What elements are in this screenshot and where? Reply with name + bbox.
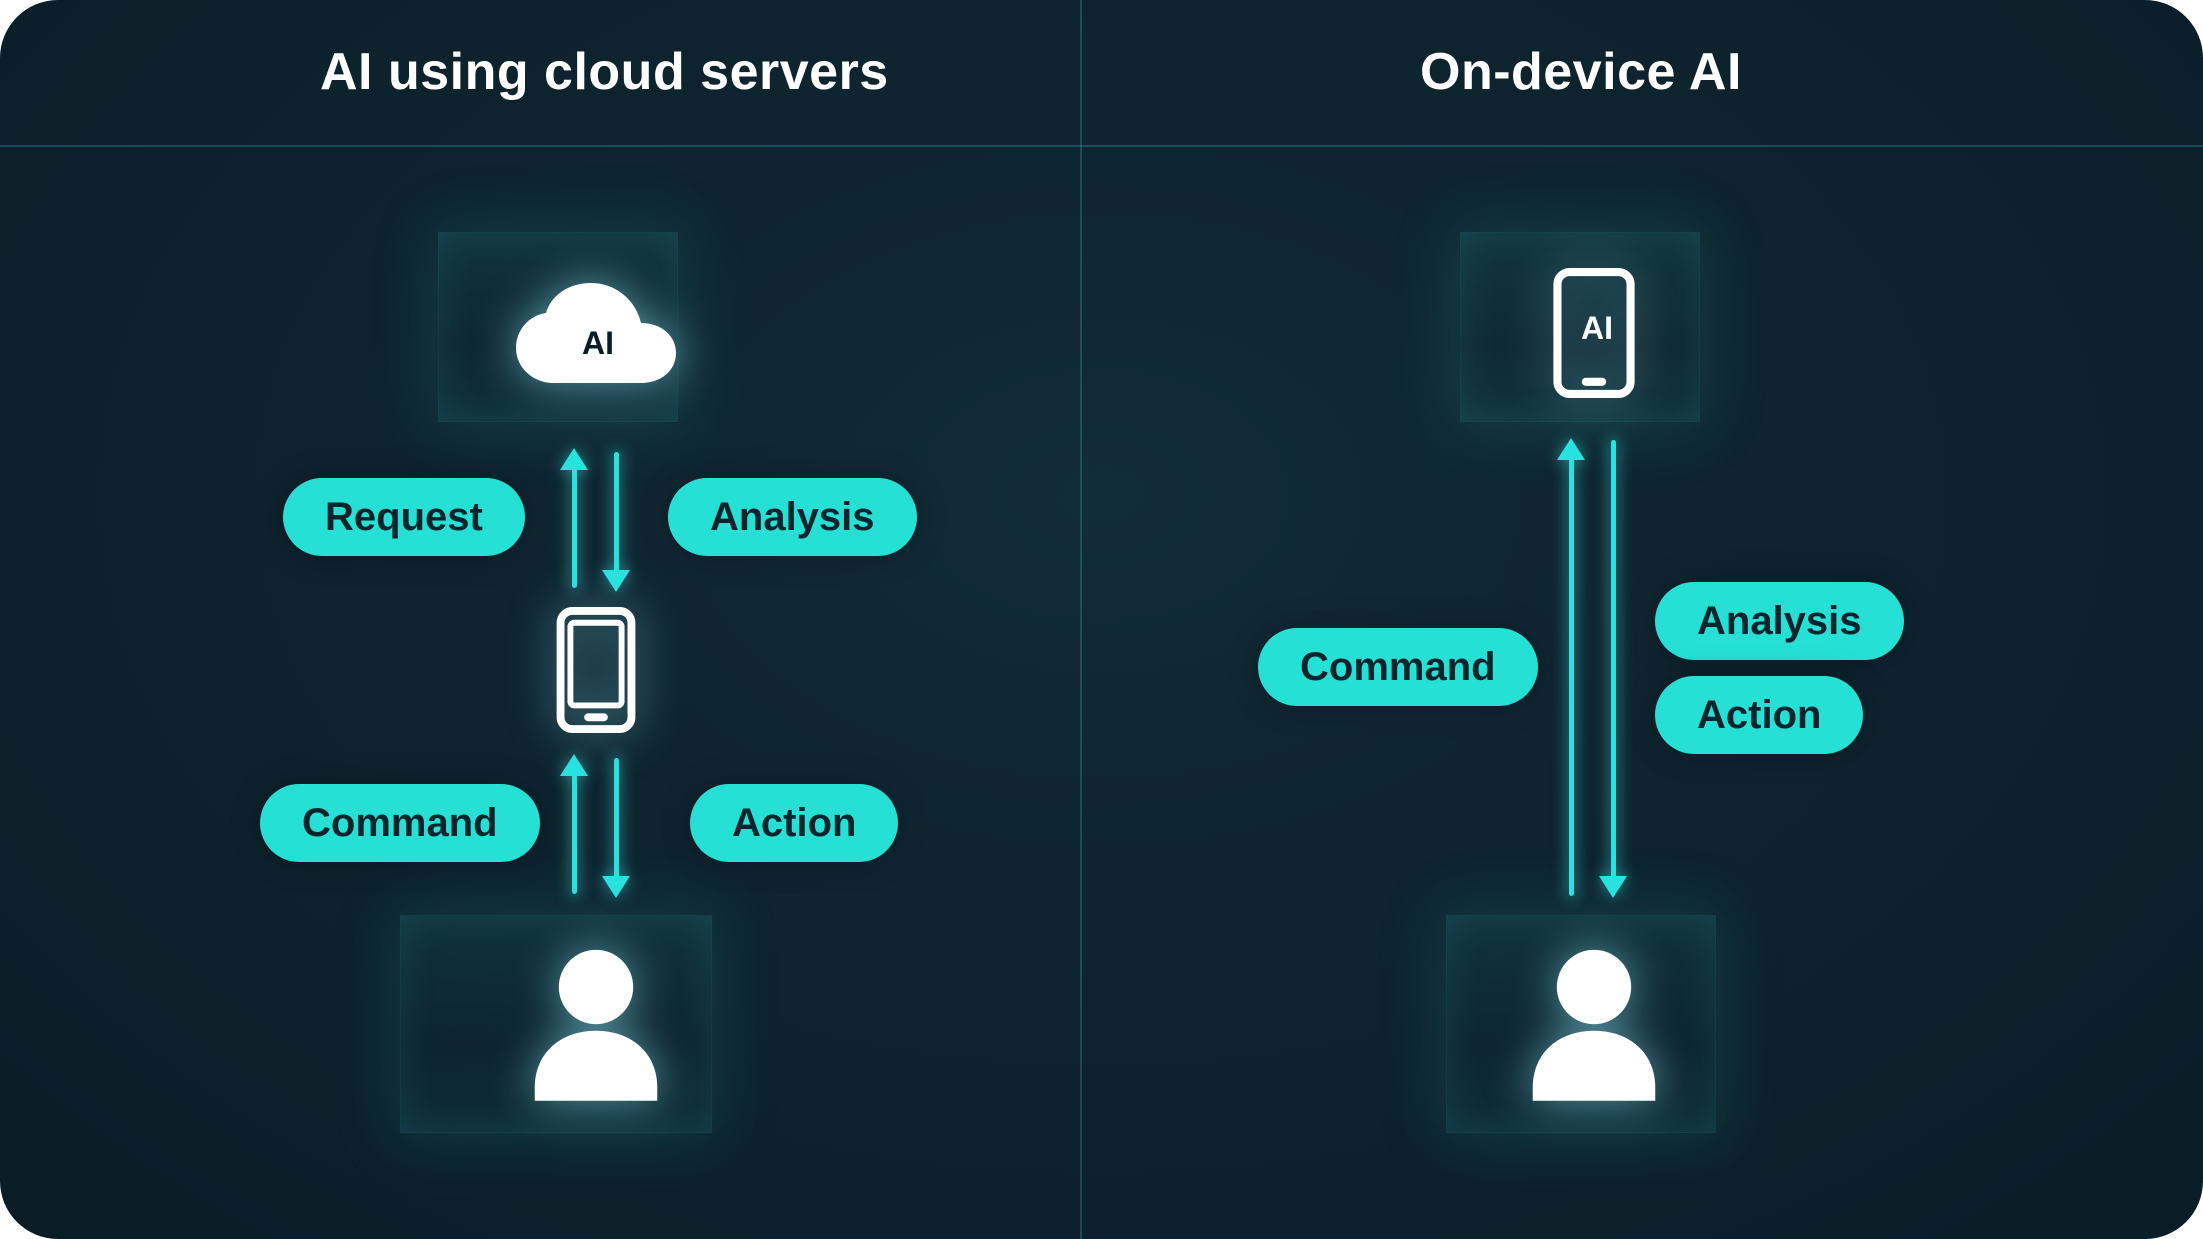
left-bot-arrow-down <box>614 758 619 878</box>
pill-action-right: Action <box>1655 676 1863 754</box>
ai-phone-icon: AI <box>1553 268 1635 398</box>
pill-command-left: Command <box>260 784 540 862</box>
phone-icon <box>556 607 636 733</box>
left-top-arrowhead-down <box>602 570 630 592</box>
pill-request: Request <box>283 478 525 556</box>
cloud-ai-label: AI <box>582 325 614 362</box>
right-arrowhead-down <box>1599 876 1627 898</box>
left-bot-arrowhead-up <box>560 754 588 776</box>
left-top-arrowhead-up <box>560 448 588 470</box>
left-top-arrow-down <box>614 452 619 572</box>
left-panel-title: AI using cloud servers <box>320 42 889 102</box>
right-arrow-up <box>1569 458 1574 896</box>
header-divider <box>0 145 2203 147</box>
left-bot-arrow-up <box>572 774 577 894</box>
left-user-icon <box>526 942 666 1102</box>
cloud-ai-icon: AI <box>516 278 676 388</box>
left-top-arrow-up <box>572 468 577 588</box>
right-panel-title: On-device AI <box>1420 42 1742 102</box>
pill-action-left: Action <box>690 784 898 862</box>
vertical-divider <box>1080 0 1082 1239</box>
right-arrow-down <box>1611 440 1616 878</box>
ai-phone-label: AI <box>1581 310 1613 347</box>
diagram-canvas: AI using cloud servers On-device AI AI R… <box>0 0 2203 1239</box>
right-user-icon <box>1524 942 1664 1102</box>
left-bot-arrowhead-down <box>602 876 630 898</box>
pill-command-right: Command <box>1258 628 1538 706</box>
pill-analysis-right: Analysis <box>1655 582 1904 660</box>
right-arrowhead-up <box>1557 438 1585 460</box>
pill-analysis-left: Analysis <box>668 478 917 556</box>
